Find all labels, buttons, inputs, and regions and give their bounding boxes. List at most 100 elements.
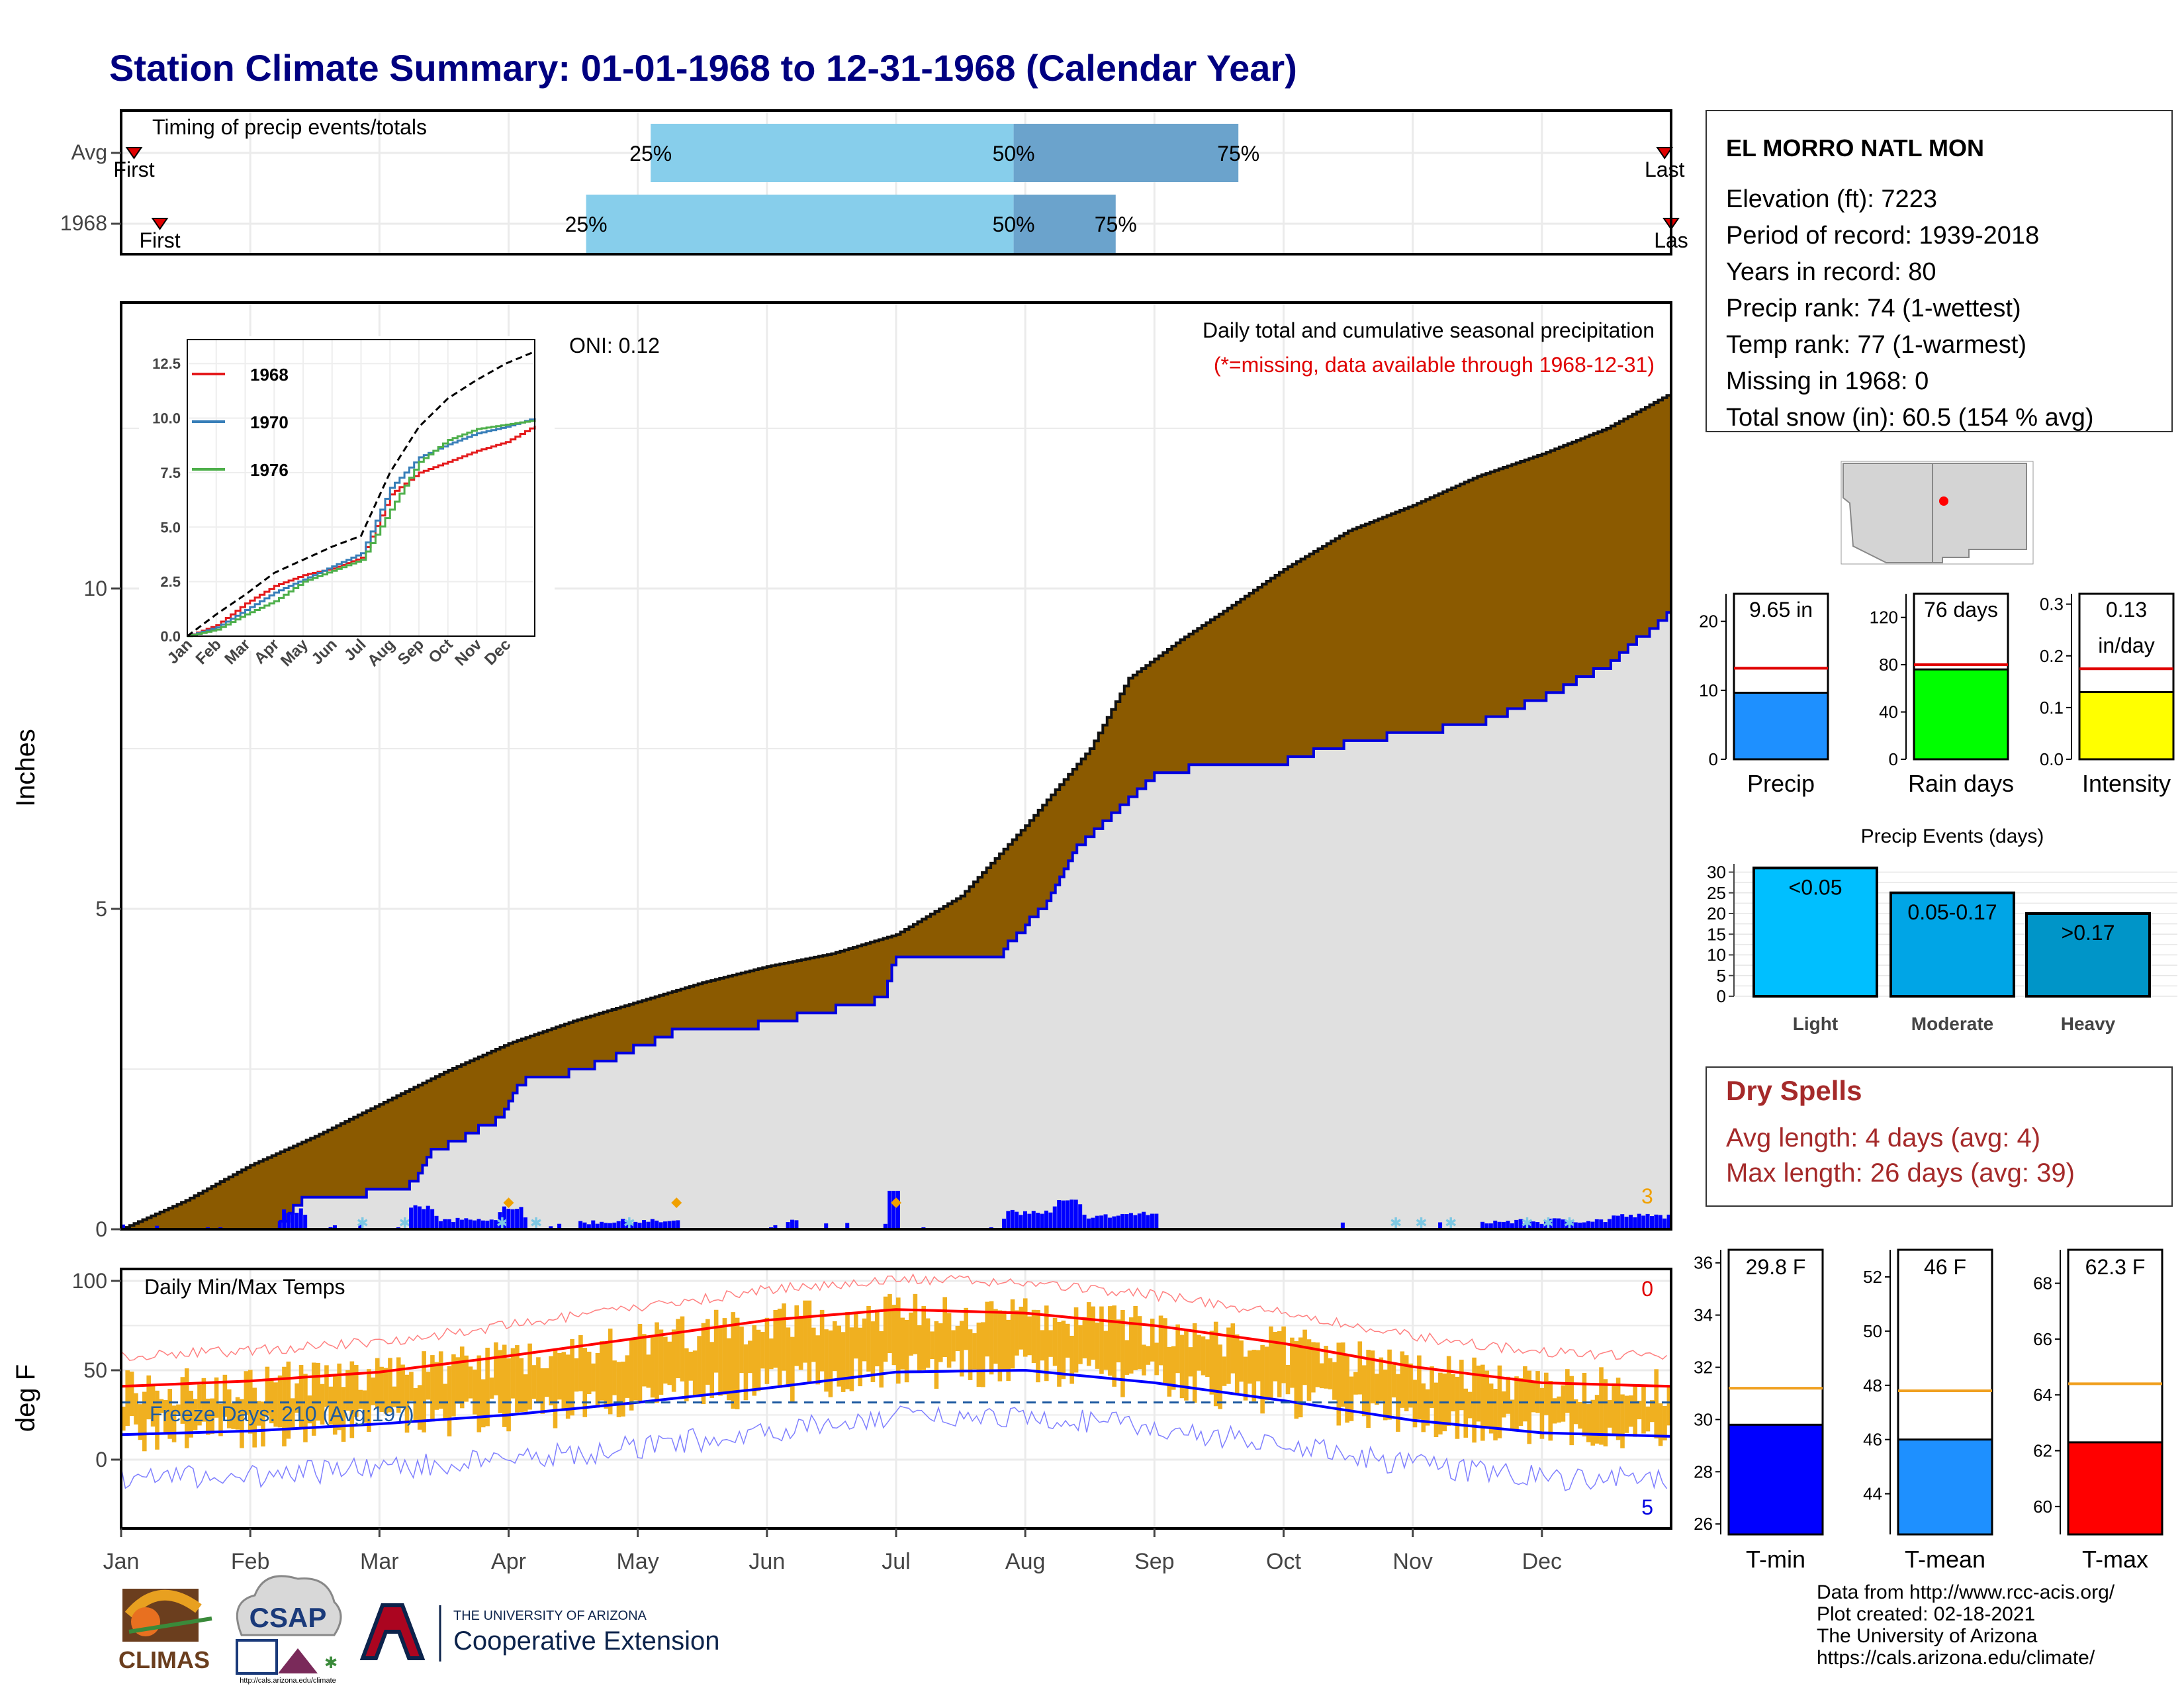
daily-precip-bar bbox=[1142, 1211, 1146, 1229]
daily-temp-bar bbox=[578, 1335, 583, 1391]
daily-temp-bar bbox=[1421, 1383, 1426, 1432]
mini-bar-xlabel: Rain days bbox=[1908, 770, 2014, 797]
daily-temp-bar bbox=[180, 1377, 185, 1424]
daily-temp-bar bbox=[1370, 1350, 1375, 1404]
daily-temp-bar bbox=[295, 1383, 299, 1413]
daily-temp-bar bbox=[434, 1362, 439, 1410]
daily-temp-bar bbox=[1197, 1335, 1201, 1371]
daily-precip-bar bbox=[621, 1219, 625, 1229]
daily-temp-bar bbox=[404, 1374, 410, 1433]
daily-temp-bar bbox=[138, 1404, 143, 1440]
temp-bar-xlabel: T-mean bbox=[1905, 1546, 1985, 1573]
ua-small-text: THE UNIVERSITY OF ARIZONA bbox=[453, 1609, 647, 1623]
daily-temp-bar bbox=[938, 1323, 943, 1362]
daily-temp-bar bbox=[150, 1384, 156, 1427]
daily-temp-bar bbox=[803, 1300, 807, 1363]
daily-temp-bar bbox=[1019, 1306, 1024, 1350]
daily-temp-bar bbox=[989, 1301, 994, 1375]
daily-temp-bar bbox=[1349, 1376, 1354, 1421]
daily-temp-bar bbox=[1171, 1346, 1176, 1390]
daily-temp-bar bbox=[748, 1340, 752, 1374]
daily-temp-bar bbox=[489, 1378, 494, 1399]
events-category-label: Light bbox=[1793, 1013, 1838, 1034]
daily-temp-bar bbox=[1336, 1342, 1342, 1426]
page-title: Station Climate Summary: 01-01-1968 to 1… bbox=[109, 47, 1297, 89]
daily-temp-bar bbox=[502, 1344, 507, 1427]
month-label-aug: Aug bbox=[1005, 1549, 1046, 1574]
temp-bar-value-label: 29.8 F bbox=[1746, 1255, 1806, 1279]
snow-marker: ✱ bbox=[1445, 1215, 1457, 1231]
daily-temp-bar bbox=[134, 1393, 138, 1425]
daily-temp-bar bbox=[455, 1357, 461, 1404]
climas-logo: CLIMAS bbox=[118, 1589, 212, 1673]
daily-temp-bar bbox=[332, 1374, 338, 1435]
inset-series-avg bbox=[187, 350, 535, 637]
daily-temp-bar bbox=[1535, 1371, 1540, 1413]
daily-temp-bar bbox=[125, 1370, 130, 1427]
footer-credits: Data from http://www.rcc-acis.org/ Plot … bbox=[1817, 1581, 2115, 1669]
timing-label-avg: Avg bbox=[71, 140, 107, 164]
daily-temp-bar bbox=[231, 1403, 236, 1429]
daily-precip-bar bbox=[887, 1190, 892, 1229]
daily-temp-bar bbox=[1463, 1388, 1469, 1438]
daily-temp-bar bbox=[713, 1309, 719, 1373]
mini-tick-label: 68 bbox=[2033, 1274, 2052, 1293]
daily-precip-bar bbox=[591, 1220, 596, 1229]
event-marker bbox=[891, 1197, 901, 1208]
daily-temp-bar bbox=[1234, 1334, 1240, 1395]
temp-title: Daily Min/Max Temps bbox=[144, 1275, 345, 1299]
university-of-arizona-logo: THE UNIVERSITY OF ARIZONA Cooperative Ex… bbox=[359, 1603, 719, 1662]
mini-tick-label: 50 bbox=[1863, 1321, 1882, 1341]
daily-temp-bar bbox=[1264, 1346, 1269, 1401]
daily-temp-bar bbox=[773, 1309, 778, 1368]
daily-temp-bar bbox=[337, 1363, 341, 1430]
daily-precip-bar bbox=[464, 1218, 469, 1229]
timing-bar-upper bbox=[1013, 195, 1116, 253]
daily-temp-bar bbox=[341, 1387, 346, 1442]
daily-precip-bar bbox=[473, 1220, 477, 1229]
daily-temp-bar bbox=[1523, 1366, 1527, 1422]
daily-temp-bar bbox=[1438, 1372, 1443, 1434]
daily-temp-bar bbox=[193, 1399, 198, 1430]
daily-temp-bar bbox=[972, 1333, 977, 1370]
daily-precip-bar bbox=[1031, 1211, 1036, 1229]
daily-precip-bar bbox=[1010, 1209, 1015, 1229]
daily-precip-bar bbox=[282, 1209, 287, 1229]
daily-precip-bar bbox=[1552, 1218, 1557, 1229]
daily-temp-bar bbox=[1484, 1370, 1490, 1429]
temp-bar-value-label: 62.3 F bbox=[2085, 1255, 2146, 1279]
daily-temp-bar bbox=[480, 1379, 486, 1428]
daily-temp-bar bbox=[447, 1366, 452, 1436]
daily-temp-bar bbox=[1226, 1327, 1231, 1384]
station-name: EL MORRO NATL MON bbox=[1726, 134, 1984, 162]
daily-temp-bar bbox=[210, 1398, 214, 1434]
daily-temp-bar bbox=[1476, 1365, 1481, 1422]
daily-precip-bar bbox=[659, 1222, 663, 1229]
daily-temp-bar bbox=[1218, 1344, 1222, 1409]
daily-temp-bar bbox=[1040, 1330, 1045, 1361]
daily-precip-bar bbox=[582, 1222, 587, 1229]
daily-precip-bar bbox=[1624, 1217, 1629, 1229]
daily-temp-bar bbox=[1124, 1340, 1130, 1375]
daily-temp-bar bbox=[1603, 1379, 1608, 1447]
daily-precip-bar bbox=[608, 1223, 612, 1229]
daily-temp-bar bbox=[633, 1337, 638, 1401]
daily-temp-bar bbox=[345, 1370, 350, 1411]
daily-precip-bar bbox=[676, 1220, 680, 1229]
daily-temp-bar bbox=[519, 1358, 524, 1412]
daily-temp-bar bbox=[688, 1352, 694, 1381]
daily-temp-bar bbox=[951, 1330, 956, 1362]
inset-frame bbox=[187, 339, 535, 637]
daily-precip-bar bbox=[1645, 1213, 1650, 1229]
daily-temp-bar bbox=[392, 1386, 397, 1407]
daily-precip-bar bbox=[1531, 1221, 1535, 1229]
daily-temp-bar bbox=[1451, 1374, 1455, 1412]
daily-precip-bar bbox=[1116, 1215, 1120, 1229]
daily-temp-bar bbox=[430, 1355, 435, 1422]
daily-precip-bar bbox=[438, 1221, 443, 1229]
daily-temp-bar bbox=[316, 1362, 320, 1421]
daily-temp-bar bbox=[1103, 1331, 1109, 1370]
daily-temp-bar bbox=[1654, 1369, 1659, 1438]
daily-temp-bar bbox=[1582, 1372, 1587, 1436]
station-temp-rank: Temp rank: 77 (1-warmest) bbox=[1726, 331, 2026, 359]
